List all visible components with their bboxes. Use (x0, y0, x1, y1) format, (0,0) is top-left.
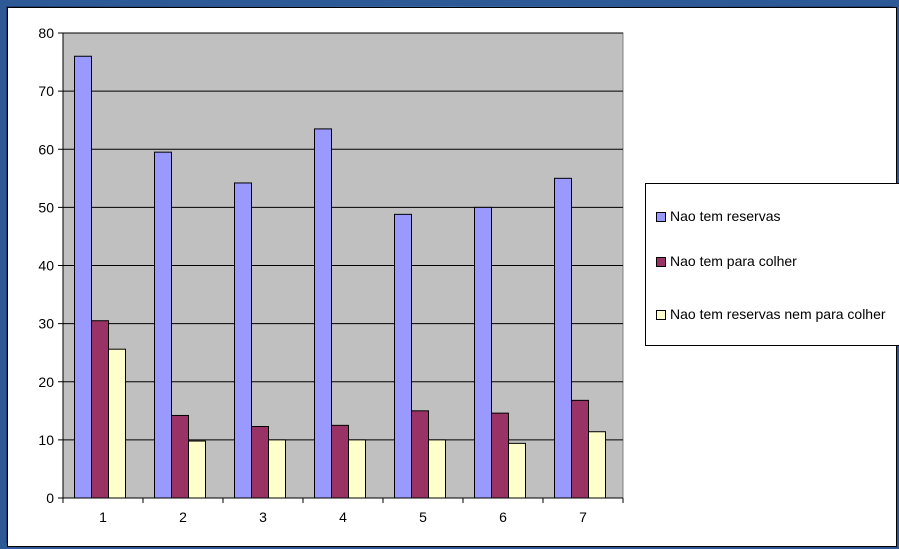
bar-series-2-cat-6 (491, 412, 509, 499)
y-tick-label-0: 0 (46, 490, 54, 506)
bar-series-1-cat-2 (154, 151, 172, 499)
bar-series-3-cat-6 (508, 442, 526, 499)
bar-series-2-cat-1 (91, 320, 109, 499)
y-tick-label-50: 50 (38, 199, 54, 215)
bar-series-1-cat-6 (474, 206, 492, 499)
bar-series-3-cat-4 (348, 439, 366, 499)
legend-swatch-series-1 (656, 212, 666, 222)
bar-series-1-cat-7 (554, 177, 572, 499)
legend-swatch-series-2 (656, 257, 666, 267)
bar-series-2-cat-3 (251, 426, 269, 499)
x-tick-label-4: 4 (339, 509, 347, 525)
bar-series-3-cat-5 (428, 439, 446, 499)
y-tick-label-70: 70 (38, 83, 54, 99)
x-tick-label-2: 2 (179, 509, 187, 525)
bar-series-2-cat-7 (571, 399, 589, 499)
bar-series-1-cat-1 (74, 55, 92, 499)
bar-series-1-cat-3 (234, 182, 252, 499)
bar-series-2-cat-2 (171, 414, 189, 499)
chart-area: 0 10 20 30 40 50 60 70 80 1 2 3 4 5 6 7 Nao tem reserva… (7, 7, 899, 547)
y-tick-label-40: 40 (38, 258, 54, 274)
legend-label-series-3: Nao tem reservas nem para colher (670, 306, 886, 322)
bar-series-3-cat-1 (108, 348, 126, 499)
x-tick-label-1: 1 (99, 509, 107, 525)
x-tick-label-5: 5 (419, 509, 427, 525)
legend: Nao tem reservas Nao tem para colher Nao… (645, 183, 899, 346)
bar-series-3-cat-7 (588, 431, 606, 499)
legend-label-series-1: Nao tem reservas (670, 208, 781, 224)
x-tick-label-3: 3 (259, 509, 267, 525)
y-tick-label-60: 60 (38, 141, 54, 157)
legend-label-series-2: Nao tem para colher (670, 253, 797, 269)
bar-series-1-cat-5 (394, 213, 412, 499)
legend-swatch-series-3 (656, 310, 666, 320)
bar-series-3-cat-2 (188, 440, 206, 499)
y-tick-label-80: 80 (38, 25, 54, 41)
bar-series-2-cat-5 (411, 410, 429, 499)
y-tick-label-20: 20 (38, 374, 54, 390)
y-tick-label-10: 10 (38, 432, 54, 448)
bar-series-2-cat-4 (331, 424, 349, 499)
x-tick-label-6: 6 (499, 509, 507, 525)
bar-series-3-cat-3 (268, 439, 286, 499)
y-tick-label-30: 30 (38, 316, 54, 332)
bar-chart: 0 10 20 30 40 50 60 70 80 1 2 3 4 5 6 7 (38, 25, 624, 525)
bar-series-1-cat-4 (314, 128, 332, 499)
x-tick-label-7: 7 (579, 509, 587, 525)
